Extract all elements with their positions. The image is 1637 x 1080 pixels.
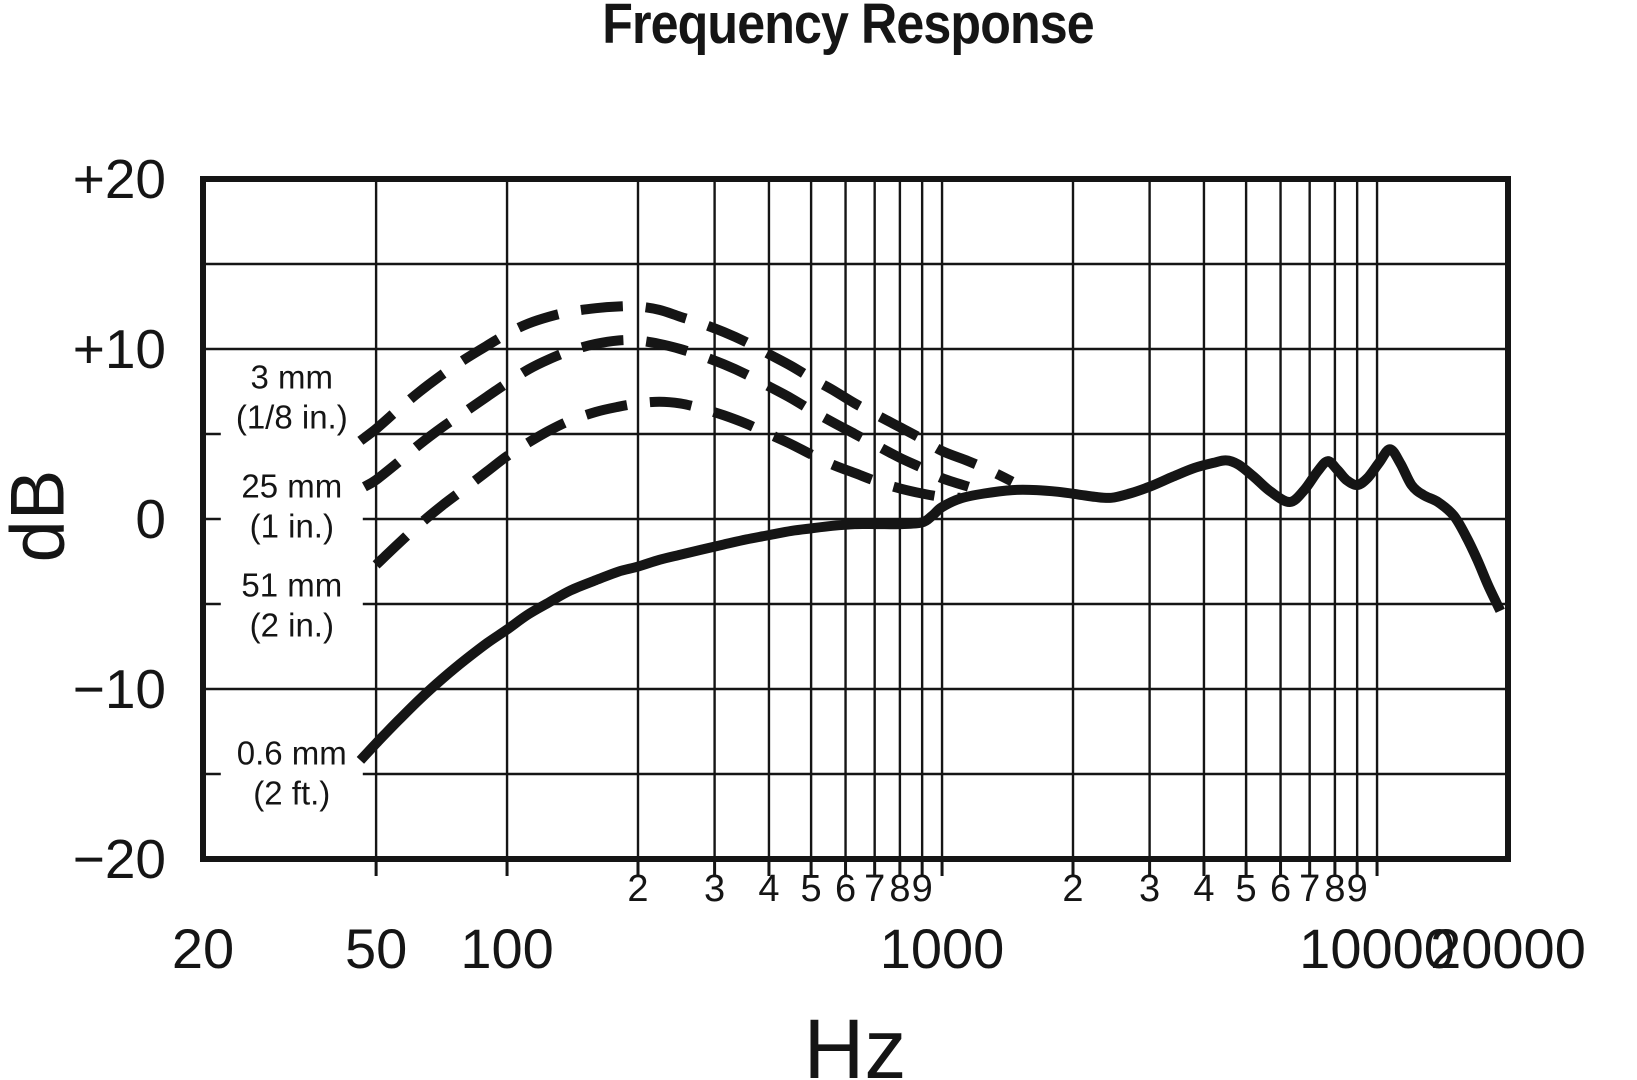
curve-label-3mm-line2: (1/8 in.) — [236, 399, 348, 436]
curve-25mm — [361, 335, 971, 492]
curve-label-2ft-line1: 0.6 mm — [237, 734, 347, 771]
x-minor-tick-label-5000: 5 — [1236, 868, 1257, 910]
x-minor-tick-label-300: 3 — [704, 868, 725, 910]
x-minor-tick-label-200: 2 — [627, 868, 648, 910]
x-minor-tick-label-700: 7 — [864, 868, 885, 910]
curve-51mm — [372, 396, 961, 569]
x-minor-tick-label-800: 8 — [889, 868, 910, 910]
plot-border — [200, 176, 1511, 862]
y-tick-label--20: −20 — [73, 828, 166, 890]
x-axis-unit-label: Hz — [804, 1002, 907, 1080]
curve-label-3mm-line1: 3 mm — [251, 359, 334, 396]
curve-3mm — [357, 301, 1015, 487]
y-tick-label-20: +20 — [73, 148, 166, 210]
curve-label-51mm-line2: (2 in.) — [250, 607, 334, 644]
x-minor-tick-label-600: 6 — [835, 868, 856, 910]
y-tick-label--10: −10 — [73, 658, 166, 720]
label-mask-2ft — [220, 726, 363, 820]
curve-label-51mm-line1: 51 mm — [241, 566, 342, 603]
x-major-tick-label-20000: 20000 — [1430, 917, 1586, 980]
x-minor-tick-label-8000: 8 — [1324, 868, 1345, 910]
x-minor-tick-label-7000: 7 — [1299, 868, 1320, 910]
x-major-tick-label-100: 100 — [460, 917, 553, 980]
x-minor-tick-label-6000: 6 — [1270, 868, 1291, 910]
curve-label-25mm-line1: 25 mm — [241, 468, 342, 505]
x-minor-tick-label-500: 5 — [801, 868, 822, 910]
x-minor-tick-label-9000: 9 — [1347, 868, 1368, 910]
x-minor-tick-label-900: 9 — [912, 868, 933, 910]
curve-label-25mm-line2: (1 in.) — [250, 507, 334, 544]
x-minor-tick-label-400: 4 — [758, 868, 779, 910]
x-minor-tick-label-3000: 3 — [1139, 868, 1160, 910]
x-minor-tick-label-4000: 4 — [1193, 868, 1214, 910]
chart-title: Frequency Response — [602, 0, 1094, 56]
x-major-tick-label-10000: 10000 — [1299, 917, 1455, 980]
label-mask-25mm — [220, 460, 363, 552]
curve-label-2ft-line2: (2 ft.) — [253, 775, 330, 812]
x-minor-tick-label-2000: 2 — [1062, 868, 1083, 910]
y-tick-label-10: +10 — [73, 318, 166, 380]
x-major-tick-label-1000: 1000 — [880, 917, 1005, 980]
x-major-tick-label-50: 50 — [345, 917, 407, 980]
y-axis-unit-label: dB — [0, 470, 81, 563]
label-mask-3mm — [220, 351, 363, 443]
y-tick-label-0: 0 — [135, 488, 166, 550]
x-major-tick-label-20: 20 — [172, 917, 234, 980]
label-mask-51mm — [220, 558, 363, 652]
curve-2ft — [356, 444, 1505, 764]
